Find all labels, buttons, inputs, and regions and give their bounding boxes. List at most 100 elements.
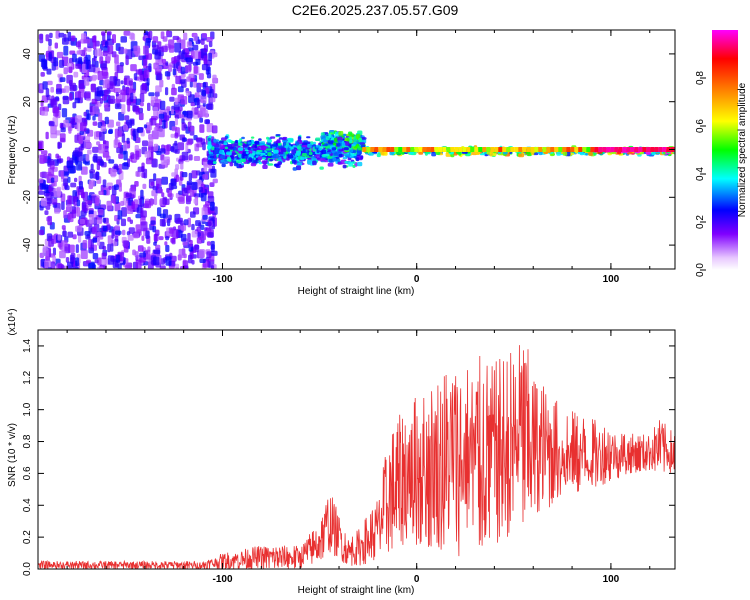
heatmap-cell (133, 73, 138, 81)
heatmap-cell (74, 97, 80, 104)
heatmap-cell (206, 37, 213, 43)
heatmap-cell (67, 213, 72, 220)
colorbar-tick-label: 0.8 (695, 71, 706, 85)
heatmap-cell (114, 230, 122, 235)
heatmap-cell (97, 237, 101, 246)
heatmap-cell (113, 184, 119, 190)
heatmap-cell (585, 152, 589, 156)
heatmap-cell (50, 261, 55, 269)
heatmap-cell (154, 229, 160, 236)
snr-y-scale: (x10⁴) (7, 308, 18, 335)
heatmap-cell (117, 130, 122, 138)
heatmap-cell (530, 147, 535, 152)
heatmap-cell (211, 142, 216, 146)
heatmap-cell (343, 147, 349, 151)
heatmap-cell (118, 182, 122, 192)
heatmap-cell (99, 56, 104, 64)
heatmap-cell (236, 142, 243, 146)
heatmap-cell (89, 179, 95, 187)
heatmap-cell (84, 92, 91, 99)
heatmap-cell (195, 137, 203, 142)
heatmap-cell (57, 73, 63, 78)
heatmap-cell (434, 147, 439, 152)
heatmap-cell (307, 144, 312, 148)
heatmap-cell (67, 195, 72, 206)
heatmap-cell (229, 162, 234, 167)
heatmap-cell (140, 221, 148, 232)
heatmap-cell (193, 198, 198, 204)
heatmap-cell (219, 140, 225, 144)
heatmap-cell (210, 168, 217, 178)
heatmap-cell (199, 124, 205, 133)
heatmap-cell (134, 181, 139, 187)
heatmap-cell (177, 86, 184, 93)
heatmap-cell (315, 144, 321, 148)
heatmap-cell (221, 137, 227, 141)
heatmap-cell (140, 102, 144, 107)
heatmap-cell (315, 137, 321, 141)
heatmap-cell (58, 158, 64, 163)
heatmap-cell (102, 217, 106, 223)
heatmap-cell (74, 177, 78, 183)
heatmap-cell (254, 140, 260, 143)
heatmap-cell (135, 224, 142, 234)
heatmap-cell (170, 133, 175, 138)
heatmap-cell (72, 102, 77, 109)
y-tick-label: 20 (22, 96, 33, 108)
heatmap-cell (112, 34, 116, 44)
heatmap-cell (194, 244, 199, 253)
heatmap-cell (345, 141, 350, 146)
heatmap-cell (145, 249, 151, 260)
heatmap-cell (123, 150, 128, 161)
heatmap-cell (188, 254, 193, 264)
heatmap-cell (200, 38, 205, 45)
heatmap-cell (179, 79, 186, 84)
heatmap-cell (267, 139, 272, 143)
heatmap-cell (208, 135, 212, 138)
heatmap-cell (68, 126, 72, 134)
heatmap-cell (137, 166, 144, 173)
heatmap-cell (198, 186, 204, 193)
heatmap-cell (92, 105, 99, 115)
heatmap-cell (161, 45, 168, 53)
heatmap-cell (160, 100, 166, 110)
heatmap-cell (61, 201, 65, 210)
heatmap-cell (97, 257, 102, 266)
heatmap-cell (256, 149, 263, 152)
heatmap-cell (201, 33, 207, 38)
heatmap-cell (153, 256, 160, 266)
heatmap-cell (61, 240, 68, 247)
heatmap-cell (121, 104, 126, 115)
heatmap-cell (160, 31, 165, 39)
heatmap-cell (151, 158, 158, 168)
heatmap-cell (98, 144, 106, 154)
heatmap-cell (191, 231, 198, 238)
heatmap-cell (141, 235, 145, 241)
heatmap-cell (190, 77, 195, 82)
heatmap-cell (132, 249, 136, 256)
heatmap-cell (348, 161, 354, 167)
heatmap-cell (92, 253, 99, 260)
heatmap-cell (180, 162, 184, 170)
colorbar: 0.0 0.2 0.4 0.6 0.8 Normalized spectral ampl… (695, 30, 748, 277)
heatmap-cell (229, 146, 233, 150)
heatmap-cell (349, 139, 353, 144)
heatmap-cell (542, 147, 547, 152)
x-tick-label: 100 (603, 574, 620, 585)
heatmap-cell (112, 195, 117, 205)
heatmap-cell (123, 48, 128, 54)
heatmap-cell (41, 59, 48, 70)
heatmap-cell (120, 36, 127, 43)
heatmap-cell (106, 182, 113, 188)
heatmap-cell (123, 245, 129, 253)
y-tick-label: 0.4 (22, 498, 33, 512)
heatmap-cell (49, 32, 53, 39)
heatmap-cell (498, 147, 503, 152)
heatmap-cell (168, 64, 172, 72)
heatmap-cell (220, 159, 225, 163)
heatmap-cell (666, 147, 671, 152)
heatmap-cell (331, 149, 336, 154)
heatmap-cell (209, 97, 216, 103)
colorbar-tick-label: 0.2 (695, 215, 706, 229)
heatmap-cell (658, 147, 663, 152)
